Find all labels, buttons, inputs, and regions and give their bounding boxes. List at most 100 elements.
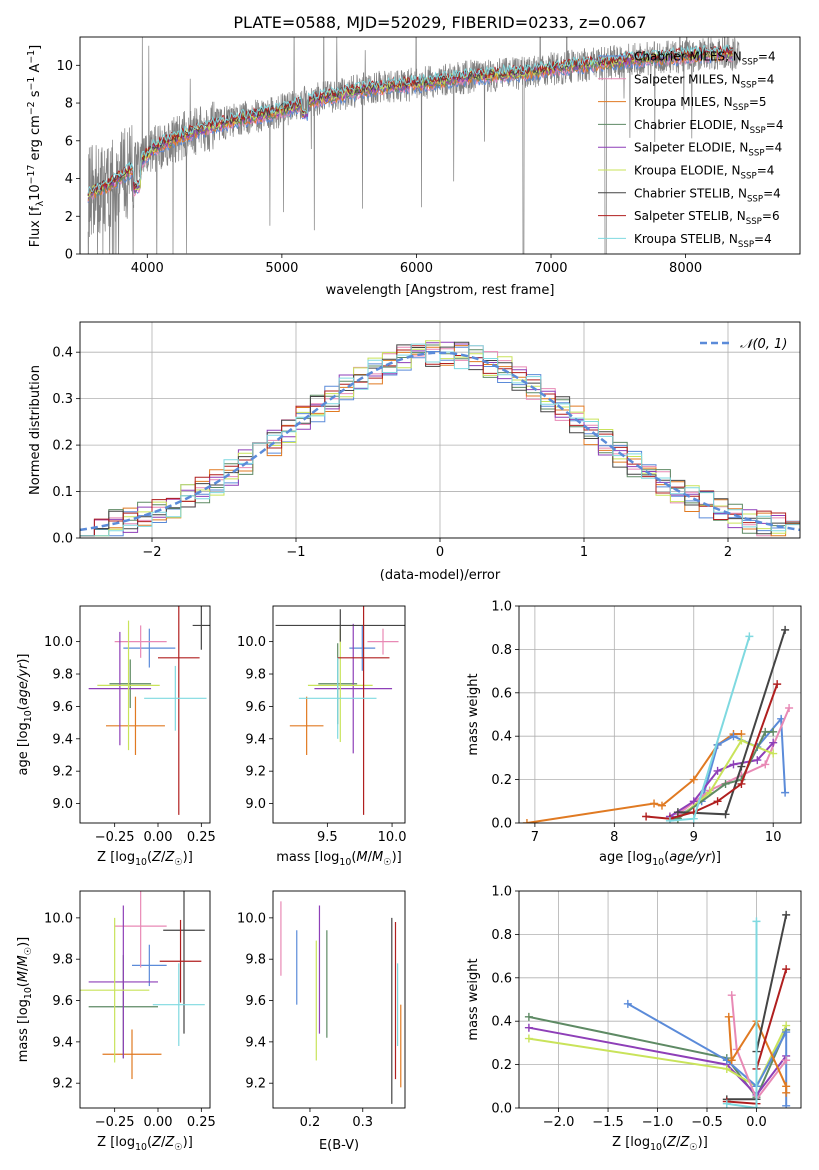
legend-label-salpeter_stelib: Salpeter STELIB, NSSP=6 xyxy=(634,209,780,227)
age_vs_mass-ytick-label: 9.6 xyxy=(245,700,266,715)
weight-marker-kroupa_elodie xyxy=(737,736,746,745)
weight-marker-chabrier_miles xyxy=(729,732,738,741)
spectrum-ytick-label: 10 xyxy=(56,59,73,74)
weight-marker-salpeter_stelib xyxy=(773,680,782,689)
weight-marker-chabrier_elodie xyxy=(524,1012,533,1021)
weight-marker-salpeter_elodie xyxy=(729,760,738,769)
residuals-axes: −2 −1 0 1 2 0.0 0.1 0.2 0.3 0.4 𝒩(0, 1) (data-model… xyxy=(28,321,801,583)
weight-marker-salpeter_elodie xyxy=(524,1023,533,1032)
weight-marker-kroupa_miles xyxy=(727,1056,736,1065)
mass_weight_vs_z-axes: −2.0 −1.5 −1.0 −0.5 0.0 0.0 0.2 0.4 0.6 0.8 1.0 Z [… xyxy=(466,885,802,1153)
weight-marker-kroupa_stelib xyxy=(745,632,754,641)
weight-marker-chabrier_miles xyxy=(623,999,632,1008)
weight-marker-kroupa_miles xyxy=(522,819,531,823)
residuals-xtick-label: 2 xyxy=(724,545,732,560)
age_vs_z-ytick-label: 9.2 xyxy=(52,765,73,780)
age_vs_mass-plot-area xyxy=(275,606,405,815)
mass_vs_ebv-frame xyxy=(272,890,406,1109)
spectrum-xtick-label: 6000 xyxy=(400,261,433,276)
weight-marker-salpeter_miles xyxy=(761,760,770,769)
spectrum-ytick-label: 4 xyxy=(65,172,73,187)
mass_vs_z-axes: −0.25 0.00 0.25 9.2 9.4 9.6 9.8 10.0 Z [log10(Z/… xyxy=(16,890,216,1153)
residuals-plot-area xyxy=(80,322,800,538)
mass_weight_vs_z-xlabel: Z [log10(Z/Z☉)] xyxy=(612,1135,708,1153)
weight-marker-salpeter_elodie xyxy=(769,738,778,747)
weight-marker-chabrier_elodie xyxy=(769,727,778,736)
spectrum-ylabel: Flux [fλ10−17 erg cm−2 s−1 A−1] xyxy=(26,45,46,247)
weight-marker-salpeter_stelib xyxy=(782,965,791,974)
age_vs_z-plot-area xyxy=(88,606,210,815)
weight-marker-salpeter_elodie xyxy=(689,797,698,806)
mass_weight_vs_age-ytick-label: 0.8 xyxy=(491,643,512,658)
mass_vs_z-ytick-label: 9.4 xyxy=(52,1035,73,1050)
weight-marker-chabrier_stelib xyxy=(673,808,682,817)
legend-label-salpeter_miles: Salpeter MILES, NSSP=4 xyxy=(634,72,774,90)
age_vs_z-ytick-label: 10.0 xyxy=(44,635,73,650)
residuals-ytick-label: 0.4 xyxy=(52,346,73,361)
spectrum-ytick-label: 2 xyxy=(65,210,73,225)
mass_vs_z-frame xyxy=(79,890,211,1109)
weight-marker-chabrier_elodie xyxy=(761,727,770,736)
mass_vs_ebv-ytick-label: 9.2 xyxy=(245,1077,266,1092)
age_vs_mass-ytick-label: 10.0 xyxy=(237,635,266,650)
spectrum-xtick-label: 7000 xyxy=(534,261,567,276)
age_vs_mass-frame xyxy=(272,605,406,824)
residuals-ylabel: Normed distribution xyxy=(28,365,43,495)
residuals-xtick-label: 0 xyxy=(436,545,444,560)
weight-marker-kroupa_miles xyxy=(650,799,659,808)
mass_weight_vs_age-xlabel: age [log10(age/yr)] xyxy=(599,850,721,868)
observed-spectrum-line xyxy=(87,37,740,254)
residuals-ytick-label: 0.1 xyxy=(52,485,73,500)
mass_weight_vs_age-frame xyxy=(518,605,802,824)
weight-line-salpeter_stelib xyxy=(646,683,779,820)
weight-marker-chabrier_miles xyxy=(782,1101,791,1108)
weight-marker-salpeter_stelib xyxy=(737,779,746,788)
figure-title: PLATE=0588, MJD=52029, FIBERID=0233, z=0… xyxy=(233,13,646,32)
weight-marker-chabrier_stelib xyxy=(737,762,746,771)
age_vs_mass-xlabel: mass [log10(M/M☉)] xyxy=(276,850,402,868)
mass_weight_vs_age-ytick-label: 0.0 xyxy=(491,817,512,832)
weight-marker-salpeter_stelib xyxy=(642,812,651,821)
mass_vs_z-xlabel: Z [log10(Z/Z☉)] xyxy=(97,1135,193,1153)
spectrum-xlabel: wavelength [Angstrom, rest frame] xyxy=(326,283,555,298)
age_vs_mass-ytick-label: 9.8 xyxy=(245,668,266,683)
age_vs_mass-ytick-label: 9.4 xyxy=(245,732,266,747)
age_vs_mass-ytick-label: 9.0 xyxy=(245,797,266,812)
weight-line-kroupa_miles xyxy=(526,733,742,823)
mass_vs_z-plot-area xyxy=(80,891,205,1080)
age_vs_z-ytick-label: 9.0 xyxy=(52,797,73,812)
mass_weight_vs_age-xtick-label: 8 xyxy=(610,830,618,845)
weight-marker-kroupa_stelib xyxy=(752,917,761,926)
weight-marker-kroupa_elodie xyxy=(524,1034,533,1043)
mass_vs_ebv-ytick-label: 9.8 xyxy=(245,953,266,968)
residuals-xtick-label: −2 xyxy=(142,545,161,560)
mass_weight_vs_age-ytick-label: 0.4 xyxy=(491,730,512,745)
weight-marker-salpeter_stelib xyxy=(713,797,722,806)
weight-marker-chabrier_miles xyxy=(781,788,790,797)
mass_vs_z-ytick-label: 9.8 xyxy=(52,953,73,968)
mass_weight_vs_z-xtick-label: −1.5 xyxy=(592,1115,624,1130)
mass_weight_vs_z-ytick-label: 0.2 xyxy=(491,1058,512,1073)
weight-marker-kroupa_miles xyxy=(782,1088,791,1097)
weight-marker-chabrier_stelib xyxy=(782,910,791,919)
mass_weight_vs_z-ylabel: mass weight xyxy=(466,958,481,1040)
mass_weight_vs_age-plot-area xyxy=(519,606,801,823)
weight-marker-kroupa_miles xyxy=(689,775,698,784)
model-spectrum-kroupa_stelib xyxy=(87,44,733,194)
residuals-ytick-label: 0.2 xyxy=(52,439,73,454)
weight-marker-kroupa_miles xyxy=(724,1012,733,1021)
residuals-xtick-label: −1 xyxy=(286,545,305,560)
residual-histogram-salpeter_stelib xyxy=(80,345,800,537)
spectrum-ytick-label: 0 xyxy=(65,248,73,263)
mass_vs_ebv-ytick-label: 10.0 xyxy=(237,911,266,926)
mass_weight_vs_age-ytick-label: 1.0 xyxy=(491,600,512,615)
normal-reference-curve xyxy=(80,351,800,532)
mass_vs_ebv-xtick-label: 0.2 xyxy=(300,1115,321,1130)
legend-label-kroupa_miles: Kroupa MILES, NSSP=5 xyxy=(634,95,767,113)
mass_weight_vs_z-frame xyxy=(518,890,802,1109)
mass_vs_ebv-axes: 0.2 0.3 9.2 9.4 9.6 9.8 10.0 xyxy=(237,890,406,1130)
weight-line-salpeter_miles xyxy=(730,995,787,1102)
mass_weight_vs_z-ytick-label: 0.6 xyxy=(491,971,512,986)
weight-marker-salpeter_miles xyxy=(785,703,794,712)
weight-marker-kroupa_stelib xyxy=(722,1099,731,1108)
